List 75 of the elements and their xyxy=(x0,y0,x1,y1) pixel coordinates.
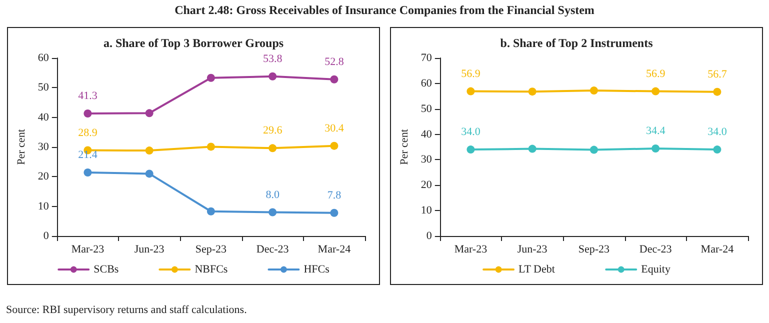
y-tick-label: 0 xyxy=(426,230,432,242)
y-tick-label: 70 xyxy=(420,52,432,64)
data-label: 56.9 xyxy=(646,68,666,80)
data-label: 34.0 xyxy=(461,126,481,138)
data-label: 34.0 xyxy=(708,126,728,138)
data-label: 56.9 xyxy=(461,68,481,80)
data-label: 41.3 xyxy=(78,90,98,102)
point xyxy=(84,109,92,118)
point xyxy=(590,146,598,154)
y-tick-label: 40 xyxy=(420,128,432,140)
legend-label: LT Debt xyxy=(518,264,555,276)
y-tick-label: 30 xyxy=(420,154,432,166)
x-tick-label: Dec-23 xyxy=(639,244,672,256)
point xyxy=(590,86,598,95)
y-tick-label: 20 xyxy=(420,179,432,192)
y-tick-label: 40 xyxy=(38,111,50,124)
data-label: 21.4 xyxy=(78,149,98,162)
x-tick-label: Mar-24 xyxy=(318,244,352,256)
chart-title: Chart 2.48: Gross Receivables of Insurance Companies from the Financial System xyxy=(174,3,596,18)
legend-label: HFCs xyxy=(304,264,330,276)
point xyxy=(268,144,277,152)
legend-label: NBFCs xyxy=(194,264,228,276)
data-label: 7.8 xyxy=(327,189,342,202)
data-label: 34.4 xyxy=(646,125,666,138)
y-tick-label: 60 xyxy=(420,77,432,90)
legend-label: Equity xyxy=(641,264,671,276)
chart-title: b. Share of Top 2 Instruments xyxy=(500,36,654,50)
point xyxy=(84,168,92,177)
legend-label: SCBs xyxy=(94,264,119,276)
source-note: Source: RBI supervisory returns and staff calculations. xyxy=(6,304,247,316)
y-tick-label: 60 xyxy=(38,52,50,64)
point xyxy=(330,208,338,217)
x-tick-label: Jun-23 xyxy=(517,244,548,256)
point xyxy=(330,142,338,150)
point xyxy=(652,87,660,96)
y-tick-label: 10 xyxy=(420,204,432,217)
y-tick-label: 50 xyxy=(420,102,432,115)
y-tick-label: 10 xyxy=(38,200,50,212)
x-tick-label: Mar-23 xyxy=(71,244,105,256)
point xyxy=(713,146,722,154)
data-label: 30.4 xyxy=(324,122,344,134)
data-label: 28.9 xyxy=(78,126,98,139)
chart-subtitle: a. Share of Top 3 Borrower Groups xyxy=(103,36,284,50)
point xyxy=(528,88,536,96)
point xyxy=(466,87,475,96)
point xyxy=(145,109,154,118)
x-tick-label: Mar-24 xyxy=(700,244,734,256)
y-tick-label: 50 xyxy=(38,82,50,94)
y-axis-title: Per cent xyxy=(16,129,28,165)
x-tick-label: Jun-23 xyxy=(134,244,165,256)
point xyxy=(528,144,536,153)
y-tick-label: 30 xyxy=(38,141,50,153)
data-label: 53.8 xyxy=(262,52,283,65)
x-tick-label: Sep-23 xyxy=(195,244,228,256)
x-tick-label: Dec-23 xyxy=(256,244,290,256)
point xyxy=(145,146,154,155)
point xyxy=(652,144,660,153)
point xyxy=(713,88,722,96)
point xyxy=(206,142,215,151)
point xyxy=(206,207,215,216)
point xyxy=(330,75,338,84)
point xyxy=(145,170,154,178)
y-tick-label: 0 xyxy=(43,230,50,242)
data-label: 52.8 xyxy=(324,56,344,68)
y-tick-label: 20 xyxy=(38,170,50,183)
x-tick-label: Mar-23 xyxy=(454,244,488,256)
data-label: 8.0 xyxy=(266,188,280,201)
x-tick-label: Sep-23 xyxy=(578,244,610,256)
point xyxy=(268,208,277,216)
data-label: 56.7 xyxy=(708,68,728,80)
y-axis-title: Per cent xyxy=(398,129,410,165)
point xyxy=(466,146,475,154)
data-label: 29.6 xyxy=(262,124,283,137)
point xyxy=(206,74,215,82)
point xyxy=(268,72,277,80)
